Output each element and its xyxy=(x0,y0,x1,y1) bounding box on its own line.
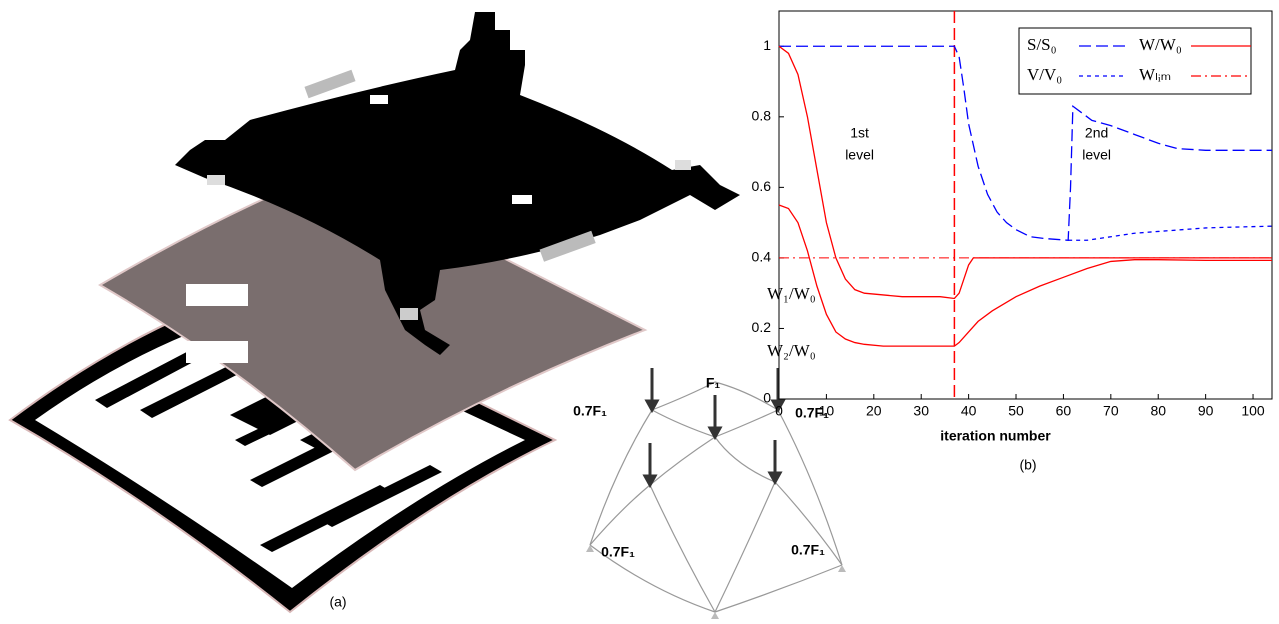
y-tick-label: 0.6 xyxy=(752,178,772,194)
supports xyxy=(586,545,846,619)
legend-label: S/S₀ xyxy=(1027,35,1057,54)
x-tick-label: 80 xyxy=(1150,403,1166,419)
caption-b: (b) xyxy=(1019,457,1036,473)
load-label: 0.7F₁ xyxy=(601,544,635,560)
series-line xyxy=(1068,225,1273,241)
x-tick-label: 30 xyxy=(913,403,929,419)
load-label: 0.7F₁ xyxy=(795,405,829,421)
series-line xyxy=(778,45,1272,300)
series-line xyxy=(778,204,1272,347)
label-bg xyxy=(186,341,248,363)
series-line xyxy=(779,45,1272,241)
x-tick-label: 20 xyxy=(866,403,882,419)
caption-a: (a) xyxy=(329,594,346,610)
x-tick-label: 40 xyxy=(961,403,977,419)
shell-layer xyxy=(98,168,648,472)
curve-label: W₂/W₀ xyxy=(767,341,816,360)
annotation: level xyxy=(1082,147,1111,163)
annotation: 2nd xyxy=(1085,125,1108,141)
x-tick-label: 60 xyxy=(1056,403,1072,419)
label-bg xyxy=(186,284,248,306)
x-tick-label: 10 xyxy=(819,403,835,419)
load-label: F₁ xyxy=(706,375,721,391)
legend-label: W/W₀ xyxy=(1139,35,1182,54)
y-tick-label: 1 xyxy=(763,37,771,53)
curve-label: W₁/W₀ xyxy=(767,284,816,303)
annotation: 1st xyxy=(850,125,869,141)
y-tick-label: 0 xyxy=(763,390,771,406)
legend-label: V/V₀ xyxy=(1027,65,1062,84)
load-arrows xyxy=(642,368,786,489)
x-tick-label: 100 xyxy=(1241,403,1265,419)
y-tick-label: 0.8 xyxy=(752,108,772,124)
x-tick-label: 0 xyxy=(775,403,783,419)
x-tick-label: 90 xyxy=(1198,403,1214,419)
annotation: level xyxy=(845,147,874,163)
x-tick-label: 50 xyxy=(1008,403,1024,419)
top-layer xyxy=(175,12,740,355)
y-tick-label: 0.4 xyxy=(752,249,772,265)
load-label: 0.7F₁ xyxy=(791,542,825,558)
legend-label: Wₗᵢₘ xyxy=(1139,65,1171,84)
x-axis-label: iteration number xyxy=(940,428,1051,444)
y-tick-label: 0.2 xyxy=(752,319,772,335)
bottom-layer xyxy=(8,288,558,614)
legend-box xyxy=(1018,27,1252,95)
load-label: 0.7F₁ xyxy=(573,403,607,419)
x-tick-label: 70 xyxy=(1103,403,1119,419)
